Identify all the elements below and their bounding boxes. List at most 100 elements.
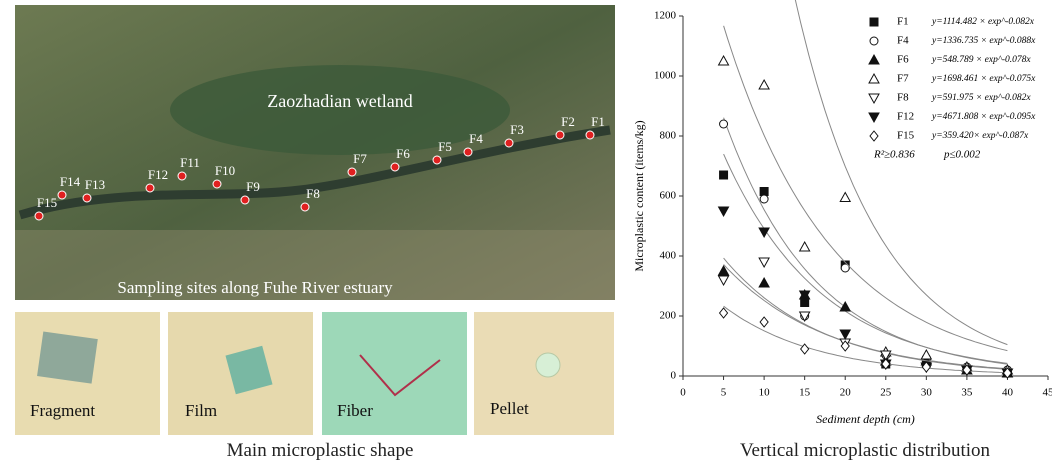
site-marker bbox=[177, 171, 187, 181]
site-label: F5 bbox=[438, 139, 452, 154]
site-label: F3 bbox=[510, 122, 524, 137]
x-tick-label: 10 bbox=[759, 387, 771, 399]
site-label: F8 bbox=[306, 186, 320, 201]
legend-name: F8 bbox=[897, 92, 909, 104]
marker bbox=[759, 187, 769, 196]
marker bbox=[1002, 367, 1013, 379]
legend-name: F7 bbox=[897, 73, 909, 85]
fit-curve bbox=[794, 0, 1008, 346]
marker bbox=[719, 170, 729, 180]
marker bbox=[717, 206, 730, 218]
fit-curve bbox=[723, 117, 1008, 365]
fit-curve bbox=[723, 257, 1008, 370]
legend-name: F15 bbox=[897, 130, 915, 142]
site-marker bbox=[82, 193, 92, 203]
marker bbox=[758, 227, 770, 239]
legend-equation: y=548.789 × exp^-0.078x bbox=[931, 55, 1031, 65]
farmland bbox=[15, 230, 615, 300]
site-marker bbox=[57, 190, 67, 200]
marker bbox=[717, 264, 730, 276]
marker bbox=[839, 329, 852, 341]
site-label: F7 bbox=[353, 151, 367, 166]
site-label: F2 bbox=[561, 114, 575, 129]
shape-label: Fiber bbox=[337, 401, 373, 420]
marker bbox=[868, 72, 880, 84]
shape-label: Fragment bbox=[30, 401, 95, 420]
y-tick-label: 0 bbox=[671, 370, 677, 382]
marker bbox=[719, 119, 729, 129]
marker bbox=[759, 194, 769, 204]
marker bbox=[759, 316, 769, 328]
fragment-particle bbox=[37, 331, 98, 384]
legend-equation: y=1698.461 × exp^-0.075x bbox=[931, 74, 1036, 84]
site-marker bbox=[240, 195, 250, 205]
marker bbox=[800, 343, 810, 355]
shape-label: Film bbox=[185, 401, 217, 420]
fiber-particle bbox=[359, 354, 441, 397]
site-marker bbox=[34, 211, 44, 221]
site-marker bbox=[212, 179, 222, 189]
site-label: F12 bbox=[148, 167, 168, 182]
marker bbox=[920, 348, 933, 360]
site-marker bbox=[300, 202, 310, 212]
marker bbox=[840, 263, 850, 273]
x-tick-label: 0 bbox=[680, 387, 686, 399]
marker bbox=[798, 290, 811, 302]
marker bbox=[798, 311, 811, 323]
x-tick-label: 15 bbox=[799, 387, 811, 399]
marker bbox=[758, 257, 770, 269]
marker bbox=[881, 358, 891, 370]
site-label: F11 bbox=[180, 155, 200, 170]
marker bbox=[717, 54, 730, 66]
marker bbox=[718, 307, 729, 319]
legend-name: F6 bbox=[897, 54, 909, 66]
site-label: F4 bbox=[469, 131, 483, 146]
legend-equation: y=1336.735 × exp^-0.088x bbox=[931, 36, 1036, 46]
y-tick-label: 1200 bbox=[654, 10, 677, 22]
marker bbox=[868, 53, 880, 65]
x-tick-label: 25 bbox=[880, 387, 892, 399]
y-tick-label: 200 bbox=[660, 310, 677, 322]
x-tick-label: 30 bbox=[921, 387, 933, 399]
legend-equation: y=4671.808 × exp^-0.095x bbox=[931, 112, 1036, 122]
map-caption: Sampling sites along Fuhe River estuary bbox=[117, 278, 393, 297]
marker bbox=[758, 276, 770, 288]
site-marker bbox=[555, 130, 565, 140]
x-tick-label: 20 bbox=[840, 387, 852, 399]
x-tick-label: 35 bbox=[961, 387, 973, 399]
y-axis-label: Microplastic content (items/kg) bbox=[632, 120, 646, 271]
film-particle bbox=[225, 345, 273, 395]
site-marker bbox=[504, 138, 514, 148]
marker bbox=[869, 36, 879, 46]
site-label: F14 bbox=[60, 174, 81, 189]
wetland-label: Zaozhadian wetland bbox=[267, 91, 412, 111]
x-tick-label: 40 bbox=[1002, 387, 1014, 399]
legend-equation: y=359.420× exp^-0.087x bbox=[931, 131, 1029, 141]
marker bbox=[879, 350, 892, 362]
marker bbox=[839, 191, 852, 202]
legend-equation: y=1114.482 × exp^-0.082x bbox=[931, 17, 1035, 27]
y-tick-label: 600 bbox=[660, 190, 677, 202]
stat-label: R²≥0.836 bbox=[873, 149, 915, 161]
marker bbox=[798, 240, 811, 252]
marker bbox=[868, 112, 880, 124]
chart: 0 5 10 15 20 25 30 35 40 45 0 200 400 600 800 1000 1200 M… bbox=[632, 0, 1052, 426]
shape-labels: Fragment Film Fiber Pellet bbox=[30, 399, 529, 420]
marker bbox=[921, 361, 931, 373]
image-fiber bbox=[322, 312, 467, 435]
site-label: F10 bbox=[215, 163, 235, 178]
marker bbox=[869, 17, 879, 27]
x-axis-label: Sediment depth (cm) bbox=[816, 412, 915, 426]
fit-curve bbox=[723, 264, 1008, 370]
y-tick-label: 1000 bbox=[654, 70, 677, 82]
pellet-particle bbox=[535, 352, 561, 378]
legend-name: F4 bbox=[897, 35, 909, 47]
shape-label: Pellet bbox=[490, 399, 529, 418]
fit-curve bbox=[723, 25, 1008, 352]
legend-name: F1 bbox=[897, 16, 909, 28]
y-tick-label: 800 bbox=[660, 130, 677, 142]
legend-name: F12 bbox=[897, 111, 914, 123]
marker bbox=[962, 364, 972, 376]
